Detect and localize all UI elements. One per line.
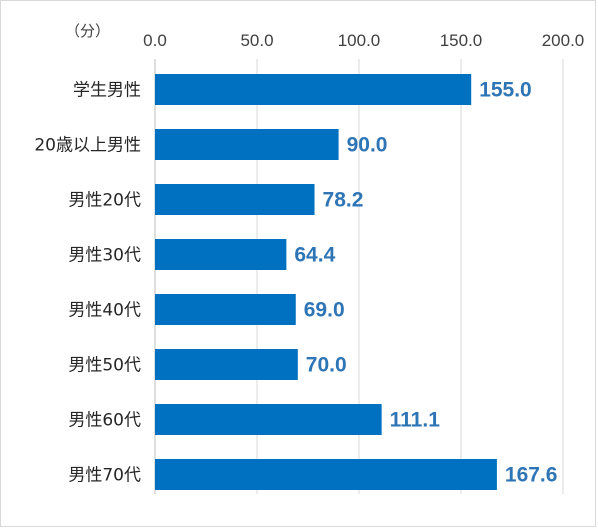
category-label: 男性60代 — [68, 411, 141, 431]
bar — [155, 239, 287, 270]
bar — [155, 404, 382, 435]
x-tick-label: 100.0 — [338, 31, 381, 50]
x-tick-labels: 0.0 50.0 100.0 150.0 200.0 — [143, 31, 584, 50]
data-label: 90.0 — [347, 134, 388, 157]
bar — [155, 294, 296, 325]
x-tick-label: 50.0 — [240, 31, 273, 50]
x-tick-label: 150.0 — [440, 31, 483, 50]
data-label: 64.4 — [294, 244, 335, 267]
bar — [155, 459, 497, 490]
bar — [155, 74, 472, 105]
category-label: 学生男性 — [73, 81, 141, 101]
category-label: 男性50代 — [68, 356, 141, 376]
x-tick-label: 200.0 — [542, 31, 585, 50]
category-label: 20歳以上男性 — [34, 136, 141, 156]
category-label: 男性70代 — [68, 466, 141, 486]
data-label: 69.0 — [304, 299, 345, 322]
data-label: 155.0 — [479, 79, 532, 102]
bars — [155, 74, 497, 490]
bar — [155, 129, 339, 160]
category-labels: 学生男性 20歳以上男性男性20代男性30代男性40代男性50代男性60代男性70… — [34, 81, 141, 486]
unit-label: （分） — [65, 22, 110, 40]
bar — [155, 349, 298, 380]
data-labels: 155.0 90.0 78.2 64.4 69.0 70.0 111.1 167.6 — [294, 79, 557, 487]
category-label: 男性40代 — [68, 301, 141, 321]
category-label: 男性30代 — [68, 246, 141, 266]
category-label: 男性20代 — [68, 191, 141, 211]
x-tick-label: 0.0 — [143, 31, 167, 50]
data-label: 167.6 — [505, 464, 558, 487]
data-label: 111.1 — [390, 409, 441, 432]
data-label: 78.2 — [323, 189, 364, 212]
bar — [155, 184, 315, 215]
data-label: 70.0 — [306, 354, 347, 377]
